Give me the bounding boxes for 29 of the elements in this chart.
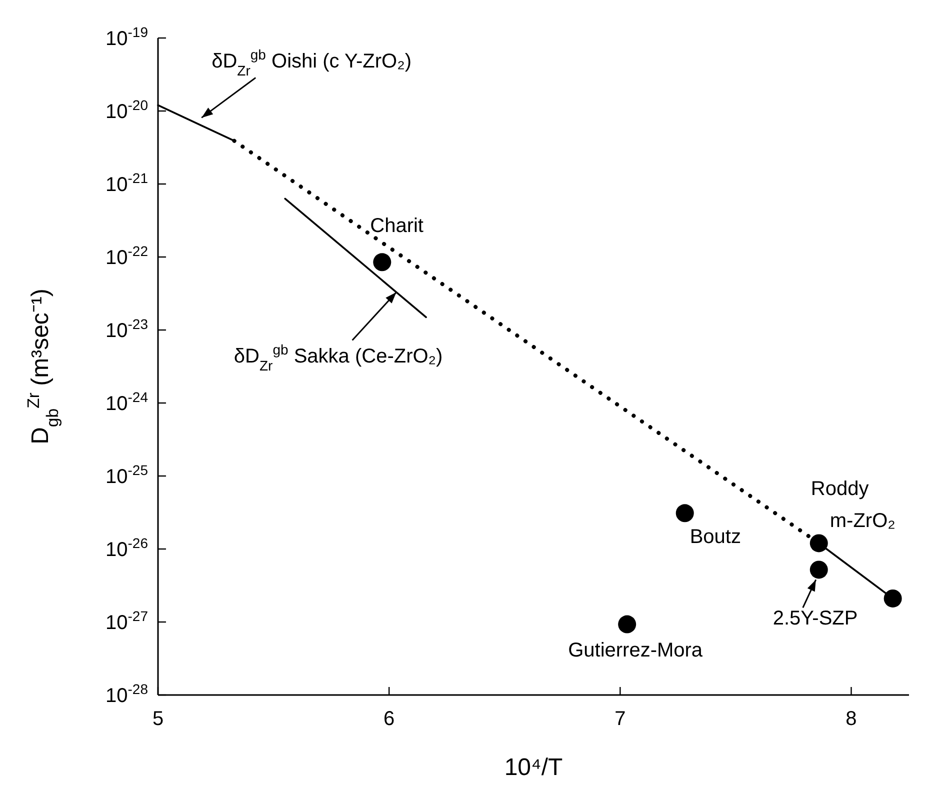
x-tick-label: 5 [152, 708, 164, 730]
annotation: m-ZrO₂ [830, 510, 896, 532]
y-tick-label: 10$^{-22}$ [106, 243, 148, 269]
point [884, 589, 902, 608]
annotation: δD$_{Zr}$$^{gb}$ Sakka (Ce-ZrO₂) [234, 341, 443, 374]
x-tick-label: 8 [846, 708, 857, 730]
y-tick-label: 10$^{-26}$ [106, 535, 148, 561]
annotation: δD$_{Zr}$$^{gb}$ Oishi (c Y-ZrO₂) [212, 46, 412, 79]
y-tick-label: 10$^{-20}$ [106, 97, 148, 123]
x-tick-label: 7 [614, 708, 626, 730]
x-tick-label: 6 [384, 708, 395, 730]
point [676, 504, 694, 522]
point [373, 253, 392, 272]
annotation: Gutierrez-Mora [568, 639, 704, 662]
point [810, 534, 828, 552]
y-tick-label: 10$^{-21}$ [106, 170, 148, 196]
y-tick-label: 10$^{-23}$ [106, 316, 148, 342]
x-axis-title: 10⁴/T [504, 754, 564, 781]
annotation: 2.5Y-SZP [772, 608, 858, 630]
annotation: Boutz [690, 526, 742, 548]
point [618, 615, 636, 634]
y-tick-label: 10$^{-19}$ [106, 24, 148, 50]
point [810, 560, 828, 579]
y-tick-label: 10$^{-25}$ [106, 462, 148, 488]
y-tick-label: 10$^{-27}$ [106, 608, 148, 634]
y-tick-label: 10$^{-28}$ [106, 681, 148, 707]
annotation: Roddy [810, 478, 869, 500]
y-tick-label: 10$^{-24}$ [106, 389, 148, 415]
annotation: Charit [370, 215, 424, 238]
